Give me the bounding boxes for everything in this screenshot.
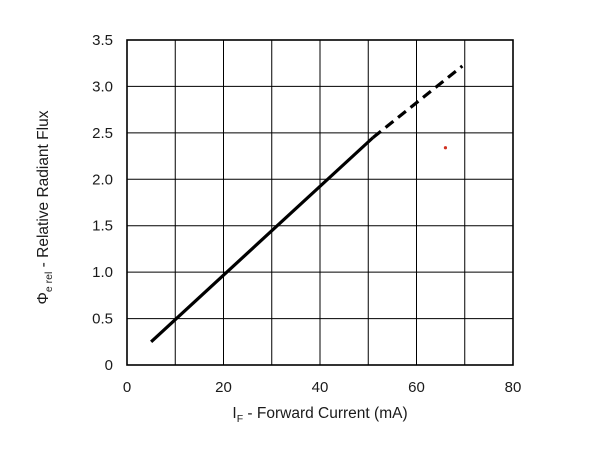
x-axis-symbol: I [232,405,236,422]
y-tick-label: 1.5 [92,218,113,235]
annotation-dot [443,146,448,150]
grid [127,40,513,365]
x-tick-label: 60 [408,379,425,396]
y-axis-title: Φe rel - Relative Radiant Flux [35,110,55,304]
x-axis-title-text: - Forward Current (mA) [243,405,408,422]
y-tick-label: 2.5 [92,125,113,142]
y-tick-label: 2.0 [92,171,113,188]
y-tick-label: 3.5 [92,32,113,49]
x-axis-subscript: F [237,413,243,425]
x-axis-title: IF - Forward Current (mA) [232,405,407,425]
x-tick-label: 0 [123,379,131,396]
y-axis-symbol: Φ [35,292,52,304]
series-line-dashed [372,64,464,139]
y-axis-subscript: e rel [43,272,55,292]
data-series [150,64,464,343]
y-tick-label: 3.0 [92,78,113,95]
y-axis-tick-labels: 0 0.5 1.0 1.5 2.0 2.5 3.0 3.5 [92,32,113,374]
x-tick-label: 20 [215,379,232,396]
y-axis-title-text: - Relative Radiant Flux [35,110,52,271]
series-line-solid [150,136,375,343]
x-axis-tick-labels: 0 20 40 60 80 [123,379,522,396]
x-tick-label: 80 [505,379,522,396]
y-tick-label: 0.5 [92,311,113,328]
plot-area-frame [126,39,514,366]
y-tick-label: 0 [105,357,113,374]
y-tick-label: 1.0 [92,264,113,281]
x-tick-label: 40 [312,379,329,396]
